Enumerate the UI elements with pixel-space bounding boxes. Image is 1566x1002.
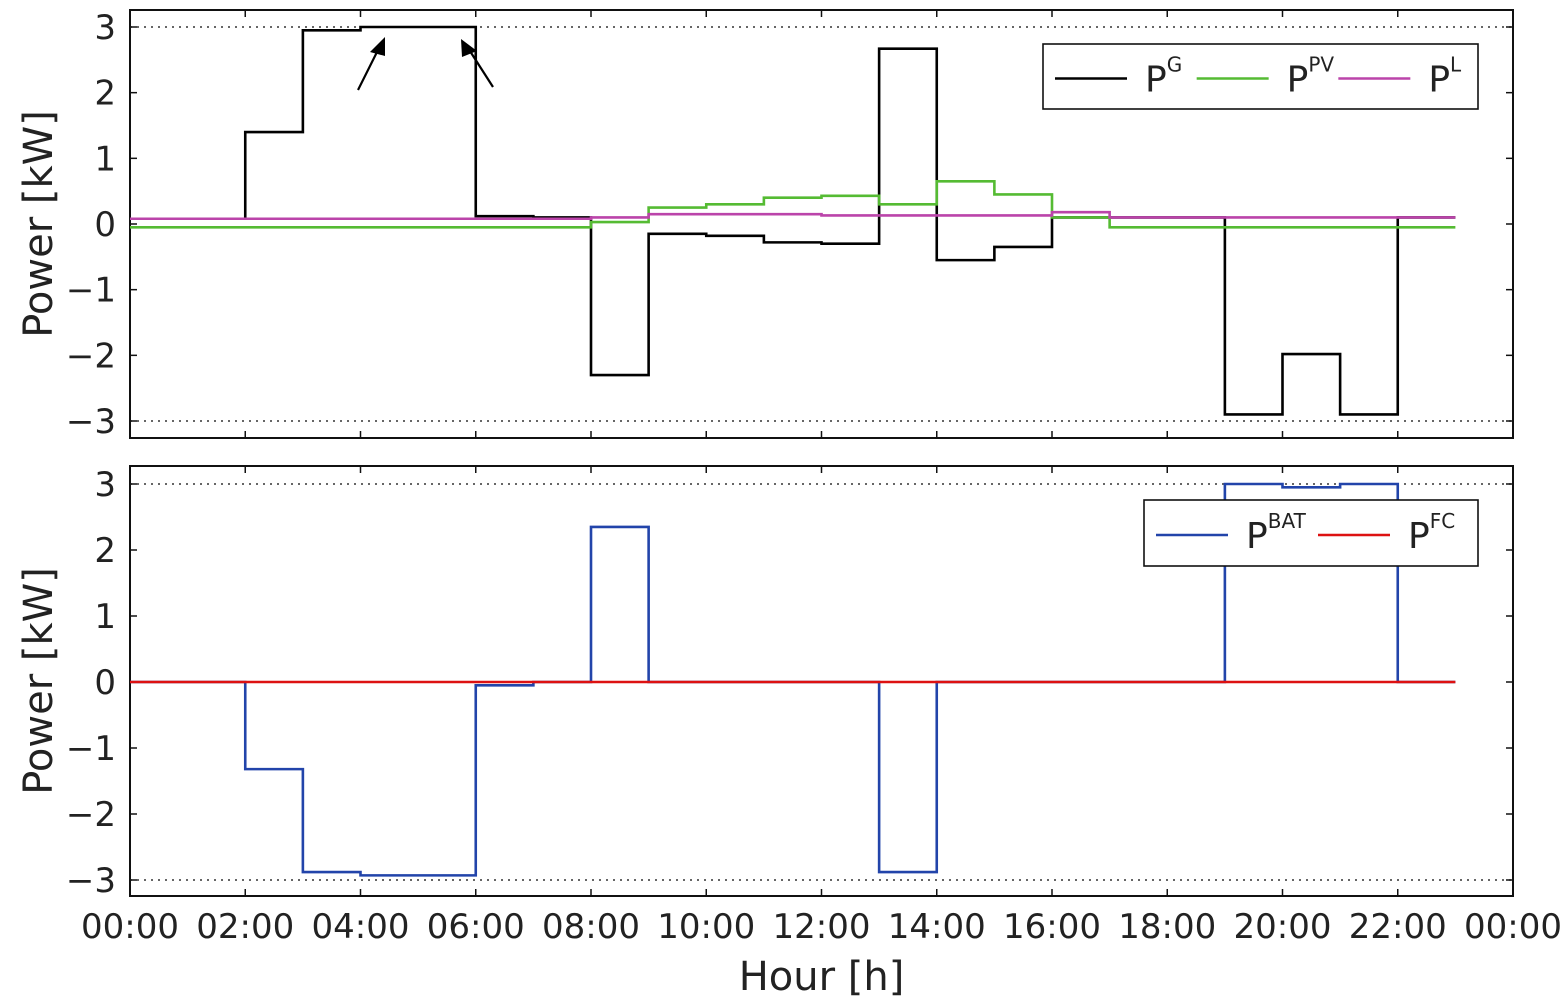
- x-tick-label: 06:00: [427, 907, 525, 947]
- legend-label-sup: G: [1167, 53, 1183, 77]
- y-axis-label: Power [kW]: [16, 110, 62, 338]
- x-axis-label: Hour [h]: [739, 954, 905, 1000]
- x-tick-label: 10:00: [657, 907, 755, 947]
- y-tick-label: −3: [66, 861, 116, 901]
- series-line-PL: [130, 210, 1456, 221]
- x-tick-label: 00:00: [1464, 907, 1562, 947]
- legend-label-sup: BAT: [1268, 509, 1307, 533]
- series-line-PG: [130, 25, 1456, 416]
- x-tick-label: 14:00: [888, 907, 986, 947]
- y-tick-label: 1: [94, 597, 116, 637]
- bottom-panel: 3 2 1 0 −1 −2 −3 00:00 02:00 04:00 06:00 08:00 10:00…: [16, 465, 1562, 1000]
- y-tick-label: 2: [94, 74, 116, 114]
- arrow-2: [467, 47, 494, 88]
- x-tick-label: 02:00: [196, 907, 294, 947]
- y-tick-label: −1: [66, 729, 116, 769]
- legend-label-sup: PV: [1308, 53, 1334, 77]
- legend: PBAT PFC: [1143, 499, 1479, 567]
- y-tick-label: −2: [66, 795, 116, 835]
- legend: PG PPV PL: [1042, 43, 1479, 110]
- y-tick-label: 0: [94, 663, 116, 703]
- annotation-arrows: [357, 37, 494, 91]
- arrow-2-head: [461, 39, 477, 57]
- legend-box: [1143, 499, 1479, 567]
- y-tick-label: 1: [94, 139, 116, 179]
- x-tick-label: 18:00: [1118, 907, 1216, 947]
- y-tick-label: 0: [94, 205, 116, 245]
- arrow-1-head: [370, 37, 385, 56]
- x-tick-label: 00:00: [81, 907, 179, 947]
- x-tick-label: 22:00: [1349, 907, 1447, 947]
- x-tick-label: 20:00: [1234, 907, 1332, 947]
- legend-label-sup: L: [1450, 53, 1462, 77]
- x-tick-label: 16:00: [1003, 907, 1101, 947]
- x-tick-label: 12:00: [773, 907, 871, 947]
- series-line-PPV: [130, 180, 1456, 229]
- x-tick-label: 04:00: [312, 907, 410, 947]
- y-tick-label: 2: [94, 531, 116, 571]
- y-tick-label: −1: [66, 271, 116, 311]
- y-tick-label: −2: [66, 336, 116, 376]
- x-tick-label: 08:00: [542, 907, 640, 947]
- series-line-PBAT: [130, 482, 1456, 877]
- y-axis-label: Power [kW]: [16, 567, 62, 795]
- y-tick-label: 3: [94, 8, 116, 48]
- y-tick-label: 3: [94, 465, 116, 505]
- legend-box: [1042, 43, 1479, 110]
- y-tick-label: −3: [66, 402, 116, 442]
- legend-label-sup: FC: [1430, 509, 1455, 533]
- legend-label: PL: [1428, 53, 1462, 101]
